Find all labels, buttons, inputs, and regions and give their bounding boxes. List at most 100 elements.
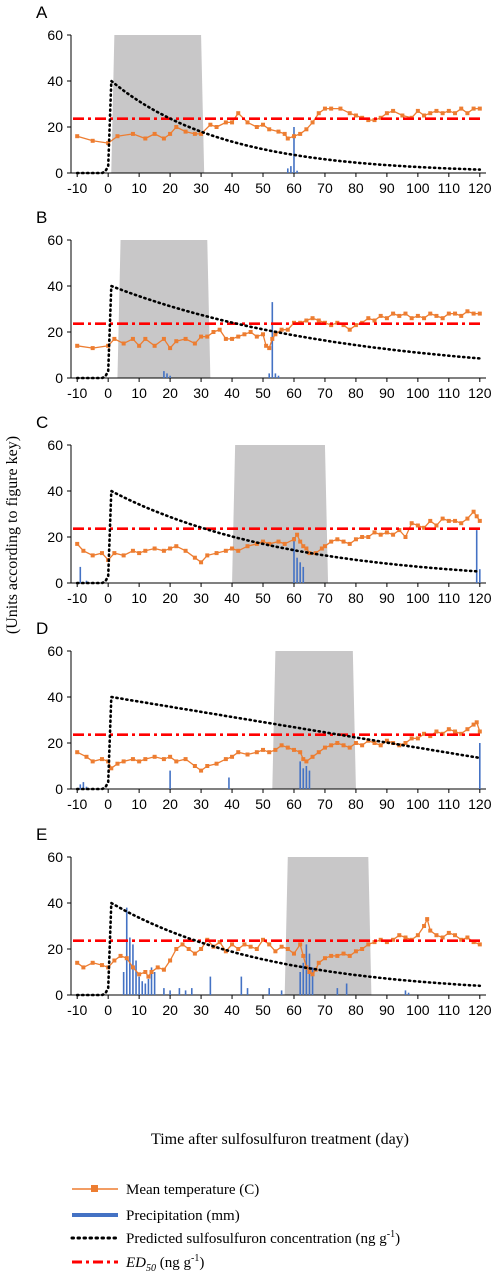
temperature-point-b (372, 318, 377, 323)
temperature-point-e (434, 933, 439, 938)
temperature-point-a (378, 115, 383, 120)
x-tick-label-e: 70 (317, 1002, 333, 1018)
temperature-point-c (245, 544, 250, 549)
temperature-point-c (459, 521, 464, 526)
temperature-point-c (199, 560, 204, 565)
temperature-point-d (428, 734, 433, 739)
temperature-point-b (112, 336, 117, 341)
temperature-point-b (353, 323, 358, 328)
x-tick-label-e: 120 (468, 1002, 492, 1018)
temperature-point-a (366, 118, 371, 123)
temperature-point-c (422, 525, 427, 530)
temperature-point-a (230, 120, 235, 125)
legend-concentration-text: Predicted sulfosulfuron concentration (n… (126, 1231, 387, 1247)
x-tick-label-e: 110 (438, 1002, 461, 1018)
temperature-point-b (217, 327, 222, 332)
legend-ed50-sub: 50 (146, 1263, 156, 1274)
temperature-point-a (168, 131, 173, 136)
legend-temperature-marker (91, 1185, 98, 1192)
temperature-point-d (205, 764, 210, 768)
temperature-point-b (459, 313, 464, 318)
temperature-point-d (279, 743, 284, 748)
temperature-point-d (378, 743, 383, 748)
temperature-point-b (254, 334, 259, 339)
temperature-point-e (236, 947, 241, 951)
temperature-point-e (415, 933, 420, 938)
temperature-point-b (137, 343, 142, 348)
temperature-point-a (298, 131, 303, 136)
x-tick-label-c: 80 (348, 590, 364, 606)
x-tick-label-a: 100 (406, 180, 430, 196)
x-tick-label-d: 30 (193, 796, 209, 812)
temperature-point-e (112, 958, 117, 963)
temperature-point-b (453, 311, 458, 316)
y-tick-label-e: 0 (55, 987, 63, 1003)
y-tick-label-b: 0 (55, 370, 63, 386)
x-tick-label-a: 10 (131, 180, 147, 196)
temperature-point-b (440, 316, 445, 321)
temperature-point-b (152, 343, 157, 348)
temperature-point-a (152, 131, 157, 136)
temperature-point-a (471, 106, 476, 111)
temperature-point-e (329, 953, 334, 958)
temperature-point-d (121, 759, 126, 764)
y-tick-label-b: 20 (47, 324, 63, 340)
temperature-point-e (465, 935, 470, 940)
temperature-point-d (137, 759, 142, 764)
temperature-point-a (400, 113, 405, 118)
legend-ed50-suffix: ) (199, 1255, 204, 1271)
temperature-point-a (384, 111, 389, 116)
temperature-point-d (474, 720, 479, 725)
x-tick-label-a: 50 (255, 180, 271, 196)
temperature-point-a (192, 131, 197, 136)
temperature-point-b (409, 316, 414, 321)
temperature-point-c (465, 516, 470, 521)
temperature-point-b (428, 311, 433, 316)
temperature-point-d (115, 761, 120, 766)
x-tick-label-c: 40 (224, 590, 240, 606)
temperature-point-b (211, 330, 216, 334)
temperature-point-e (440, 935, 445, 940)
temperature-point-c (298, 539, 303, 544)
temperature-point-e (186, 947, 191, 951)
temperature-point-d (261, 747, 266, 752)
temperature-point-a (183, 129, 188, 134)
x-tick-label-d: 120 (468, 796, 492, 812)
temperature-point-c (168, 546, 173, 551)
temperature-point-d (298, 750, 303, 755)
temperature-point-e (242, 942, 247, 947)
x-tick-label-a: 110 (438, 180, 461, 196)
temperature-point-c (471, 509, 476, 514)
temperature-point-c (415, 523, 420, 528)
panel-letter-a: A (36, 3, 48, 22)
temperature-point-c (137, 551, 142, 556)
temperature-point-c (295, 532, 300, 537)
temperature-point-c (161, 548, 166, 553)
y-tick-label-a: 0 (55, 165, 63, 181)
x-tick-label-e: 90 (379, 1002, 395, 1018)
temperature-point-e (248, 944, 253, 949)
x-tick-label-b: 50 (255, 385, 271, 401)
temperature-point-c (112, 551, 117, 556)
temperature-point-c (192, 555, 197, 560)
x-tick-label-a: 40 (224, 180, 240, 196)
temperature-point-b (143, 336, 148, 341)
temperature-point-a (285, 136, 290, 141)
x-tick-label-c: -10 (67, 590, 87, 606)
temperature-point-c (254, 541, 259, 546)
temperature-point-c (453, 518, 458, 523)
temperature-point-d (214, 761, 219, 766)
temperature-point-a (106, 141, 111, 146)
temperature-point-e (223, 949, 228, 954)
x-tick-label-a: 30 (193, 180, 209, 196)
x-tick-label-a: 90 (379, 180, 395, 196)
temperature-point-c (236, 548, 241, 553)
x-tick-label-d: 80 (348, 796, 364, 812)
temperature-point-b (378, 313, 383, 318)
temperature-point-b (183, 336, 188, 341)
x-tick-label-c: 90 (379, 590, 395, 606)
temperature-point-a (174, 125, 179, 129)
temperature-point-a (338, 106, 343, 111)
